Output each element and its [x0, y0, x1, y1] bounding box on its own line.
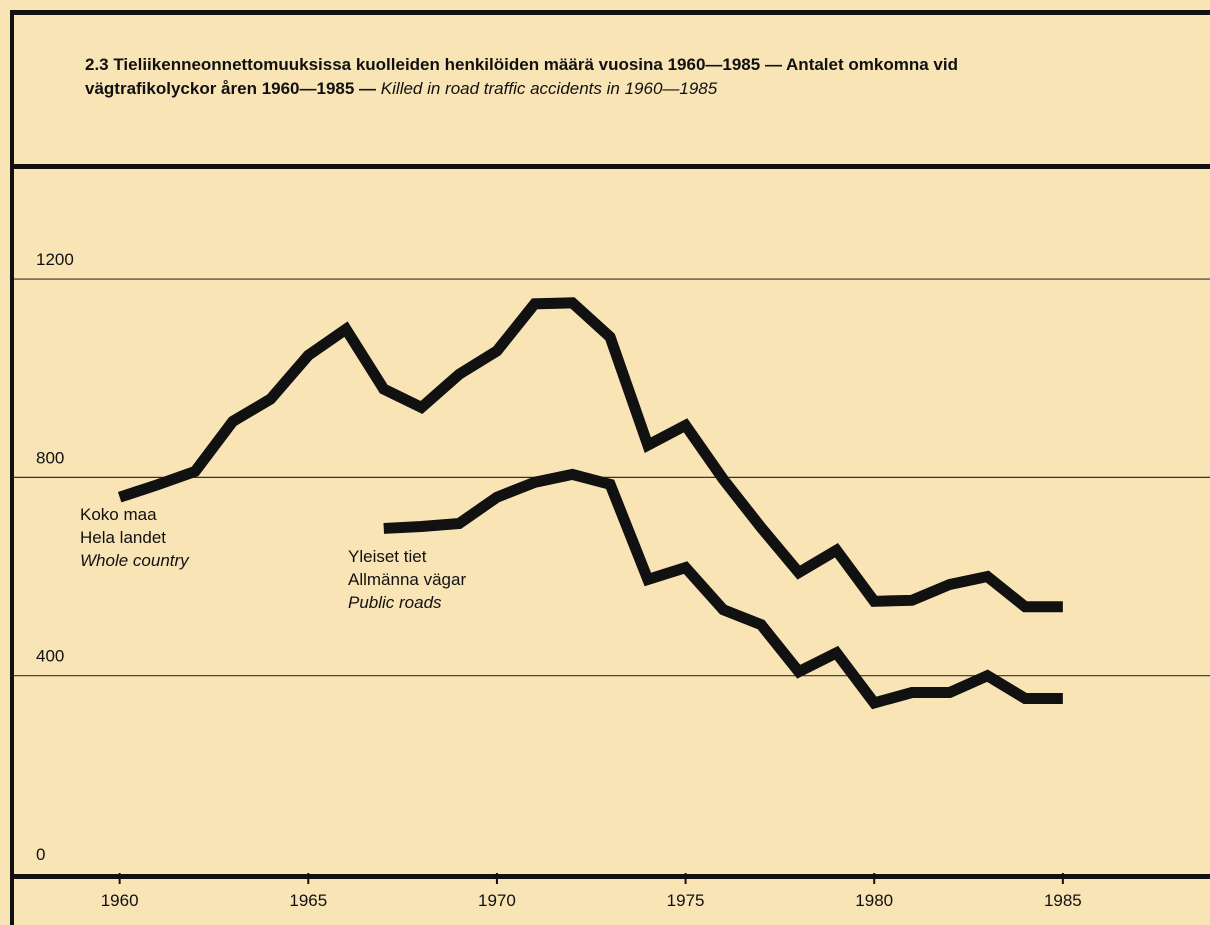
y-tick-label: 0 [36, 845, 45, 864]
series-label: Allmänna vägar [348, 570, 466, 589]
series-line [383, 468, 1063, 710]
x-tick-label: 1980 [855, 891, 893, 910]
x-tick-label: 1970 [478, 891, 516, 910]
series-label: Yleiset tiet [348, 547, 427, 566]
chart-title: 2.3 Tieliikenneonnettomuuksissa kuolleid… [85, 55, 958, 74]
chart-title-english: Killed in road traffic accidents in 1960… [381, 79, 718, 98]
series-line [117, 297, 1063, 613]
y-tick-label: 1200 [36, 250, 74, 269]
y-tick-label: 800 [36, 448, 64, 467]
series-label: Hela landet [80, 528, 166, 547]
left-border [10, 10, 14, 925]
series-label: Whole country [80, 551, 190, 570]
x-tick-label: 1960 [101, 891, 139, 910]
chart-title: vägtrafikolyckor åren 1960—1985 — [85, 79, 376, 98]
series-label: Koko maa [80, 505, 157, 524]
series-label: Public roads [348, 593, 442, 612]
x-axis-line [10, 874, 1210, 879]
y-tick-label: 400 [36, 647, 64, 666]
x-tick-label: 1975 [667, 891, 705, 910]
title-separator [10, 164, 1210, 169]
x-tick-label: 1985 [1044, 891, 1082, 910]
top-border [10, 10, 1210, 15]
chart-title-line: vägtrafikolyckor åren 1960—1985 — Killed… [85, 79, 718, 98]
x-tick-label: 1965 [289, 891, 327, 910]
